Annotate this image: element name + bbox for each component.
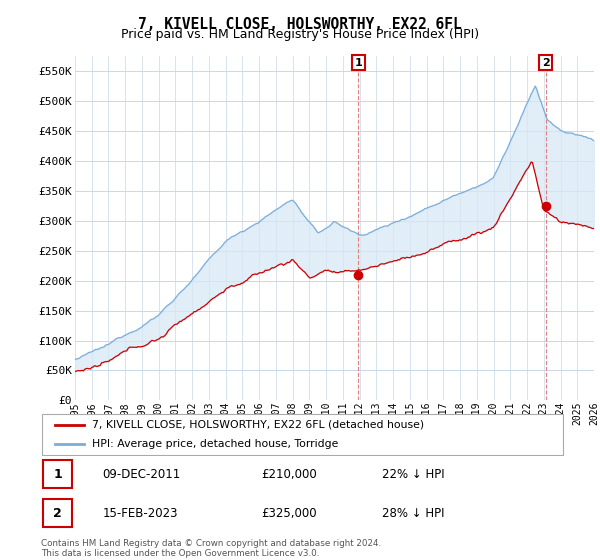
Text: 22% ↓ HPI: 22% ↓ HPI: [382, 468, 445, 481]
Text: 7, KIVELL CLOSE, HOLSWORTHY, EX22 6FL (detached house): 7, KIVELL CLOSE, HOLSWORTHY, EX22 6FL (d…: [92, 419, 424, 430]
Text: £210,000: £210,000: [261, 468, 317, 481]
Text: 2: 2: [53, 507, 62, 520]
Text: 15-FEB-2023: 15-FEB-2023: [103, 507, 178, 520]
Text: 2: 2: [542, 58, 550, 68]
Text: 09-DEC-2011: 09-DEC-2011: [103, 468, 181, 481]
FancyBboxPatch shape: [41, 414, 563, 455]
Text: Contains HM Land Registry data © Crown copyright and database right 2024.
This d: Contains HM Land Registry data © Crown c…: [41, 539, 381, 558]
Text: £325,000: £325,000: [261, 507, 316, 520]
Text: Price paid vs. HM Land Registry's House Price Index (HPI): Price paid vs. HM Land Registry's House …: [121, 28, 479, 41]
Text: 1: 1: [355, 58, 362, 68]
Text: 1: 1: [53, 468, 62, 481]
FancyBboxPatch shape: [43, 460, 72, 488]
Text: 28% ↓ HPI: 28% ↓ HPI: [382, 507, 445, 520]
Text: 7, KIVELL CLOSE, HOLSWORTHY, EX22 6FL: 7, KIVELL CLOSE, HOLSWORTHY, EX22 6FL: [138, 17, 462, 32]
FancyBboxPatch shape: [43, 499, 72, 527]
Text: HPI: Average price, detached house, Torridge: HPI: Average price, detached house, Torr…: [92, 439, 338, 449]
